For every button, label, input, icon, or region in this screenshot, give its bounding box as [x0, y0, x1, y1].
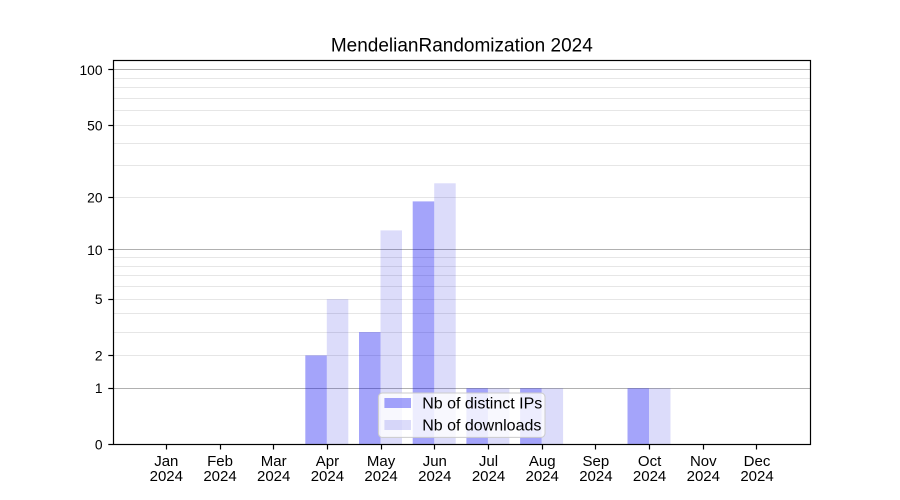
svg-text:Nb of downloads: Nb of downloads [422, 418, 541, 435]
svg-text:20: 20 [87, 190, 103, 205]
svg-text:2024: 2024 [150, 468, 183, 485]
svg-text:Apr: Apr [316, 453, 339, 470]
svg-text:May: May [367, 453, 396, 470]
svg-text:2024: 2024 [418, 468, 451, 485]
svg-text:2024: 2024 [364, 468, 397, 485]
svg-text:Nov: Nov [690, 453, 717, 470]
svg-text:50: 50 [87, 118, 103, 133]
svg-text:100: 100 [79, 63, 102, 78]
svg-text:2024: 2024 [687, 468, 720, 485]
svg-text:Jul: Jul [479, 453, 498, 470]
svg-text:Dec: Dec [744, 453, 771, 470]
svg-text:Jun: Jun [423, 453, 447, 470]
svg-text:2024: 2024 [472, 468, 505, 485]
svg-text:0: 0 [95, 438, 103, 453]
svg-text:Mar: Mar [261, 453, 287, 470]
svg-text:2024: 2024 [203, 468, 236, 485]
svg-text:Jan: Jan [154, 453, 178, 470]
svg-text:Sep: Sep [583, 453, 610, 470]
svg-text:2024: 2024 [257, 468, 290, 485]
svg-text:2024: 2024 [311, 468, 344, 485]
svg-text:Aug: Aug [529, 453, 556, 470]
svg-text:5: 5 [95, 292, 103, 307]
svg-text:MendelianRandomization 2024: MendelianRandomization 2024 [331, 36, 593, 57]
svg-text:2024: 2024 [526, 468, 559, 485]
svg-text:10: 10 [87, 243, 103, 258]
svg-text:2024: 2024 [633, 468, 666, 485]
svg-text:Nb of distinct IPs: Nb of distinct IPs [422, 396, 542, 413]
svg-text:Feb: Feb [207, 453, 233, 470]
svg-text:2024: 2024 [740, 468, 773, 485]
svg-text:2: 2 [95, 348, 103, 363]
svg-text:Oct: Oct [638, 453, 662, 470]
svg-text:2024: 2024 [579, 468, 612, 485]
svg-text:1: 1 [95, 381, 103, 396]
